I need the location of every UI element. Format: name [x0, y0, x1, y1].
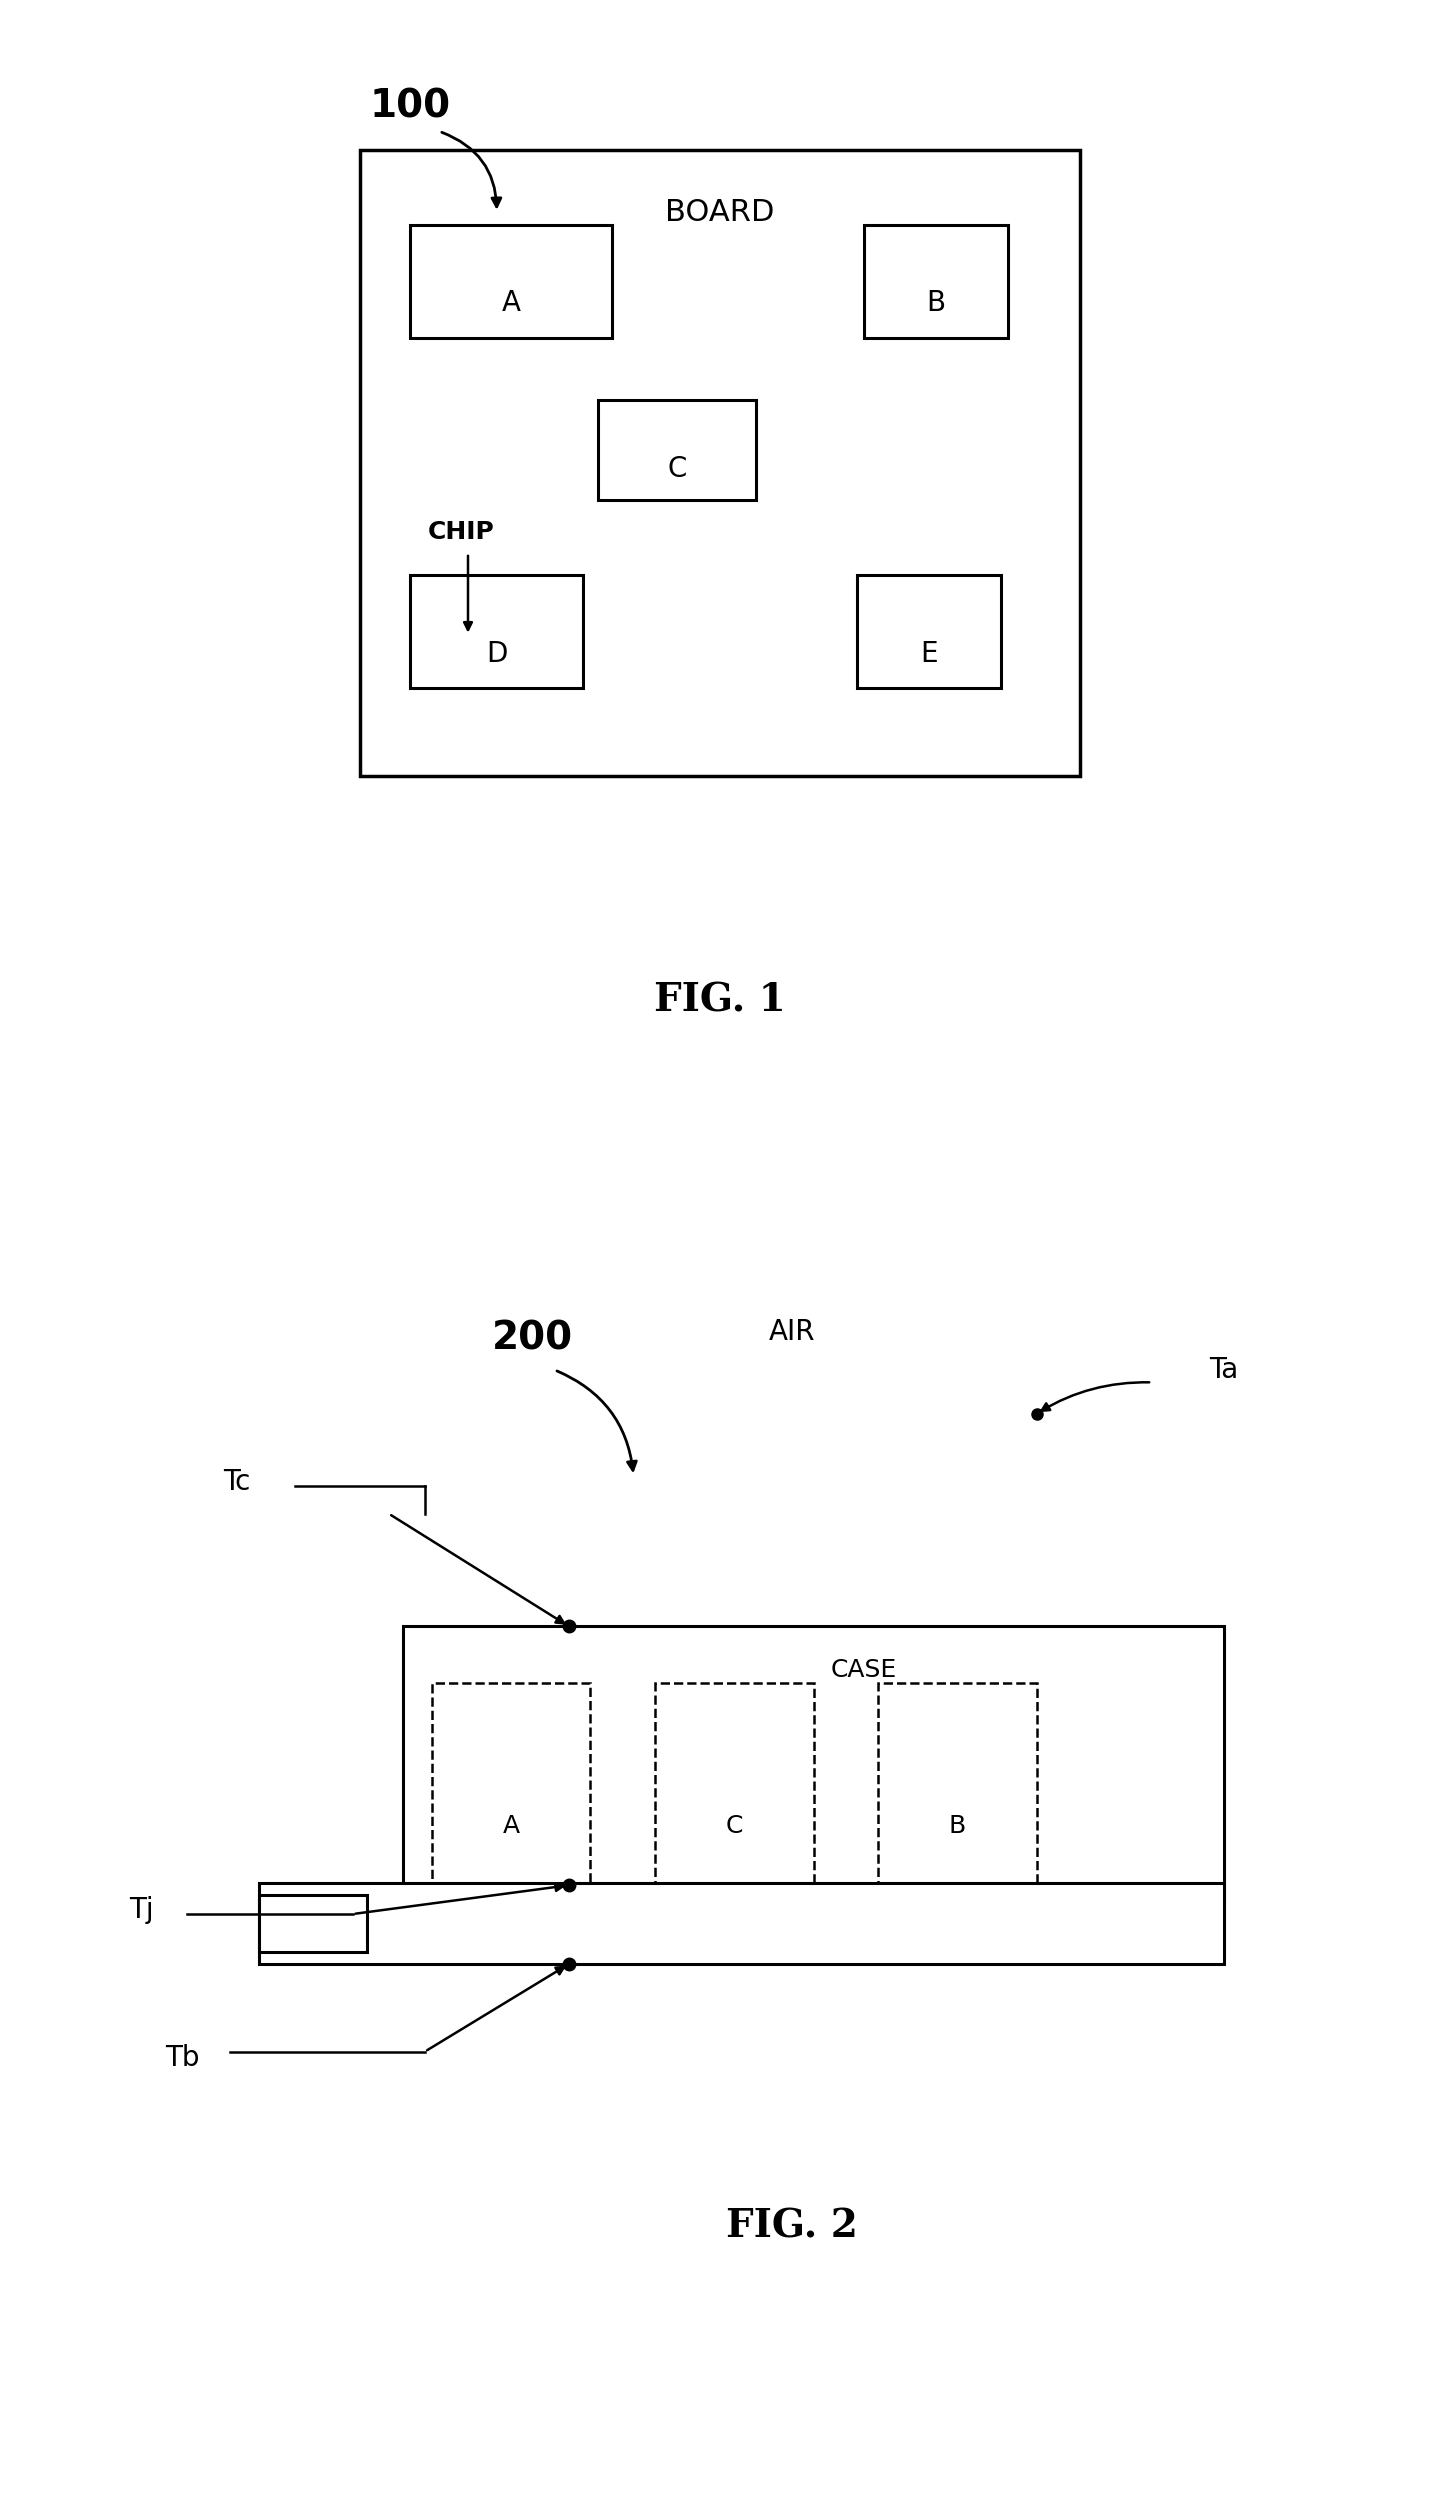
Text: Tb: Tb	[166, 2044, 200, 2072]
Text: 200: 200	[492, 1319, 573, 1359]
Text: B: B	[949, 1814, 966, 1839]
Text: Ta: Ta	[1210, 1356, 1238, 1384]
Bar	[432, 1684, 590, 1882]
Text: 100: 100	[370, 88, 451, 125]
Text: A: A	[503, 1814, 520, 1839]
Text: CASE: CASE	[831, 1659, 897, 1681]
Bar	[410, 575, 583, 688]
Text: D: D	[487, 641, 507, 668]
Bar	[259, 1897, 367, 1952]
Bar	[403, 1626, 1224, 1902]
Bar	[360, 150, 1080, 776]
Bar	[410, 225, 612, 338]
Bar	[259, 1884, 1224, 1964]
Text: CHIP: CHIP	[428, 520, 494, 545]
Text: B: B	[926, 290, 946, 318]
Text: E: E	[920, 641, 937, 668]
Bar	[655, 1684, 814, 1882]
Text: BOARD: BOARD	[665, 198, 775, 228]
Text: A: A	[501, 290, 521, 318]
Text: C: C	[726, 1814, 743, 1839]
Text: C: C	[667, 455, 687, 483]
Bar	[864, 225, 1008, 338]
Text: FIG. 2: FIG. 2	[726, 2207, 858, 2247]
Bar	[598, 400, 756, 500]
Text: Tc: Tc	[223, 1469, 251, 1496]
Bar	[857, 575, 1001, 688]
Text: AIR: AIR	[769, 1319, 815, 1346]
Bar	[878, 1684, 1037, 1882]
Text: FIG. 1: FIG. 1	[654, 981, 786, 1021]
Text: Tj: Tj	[130, 1897, 154, 1924]
